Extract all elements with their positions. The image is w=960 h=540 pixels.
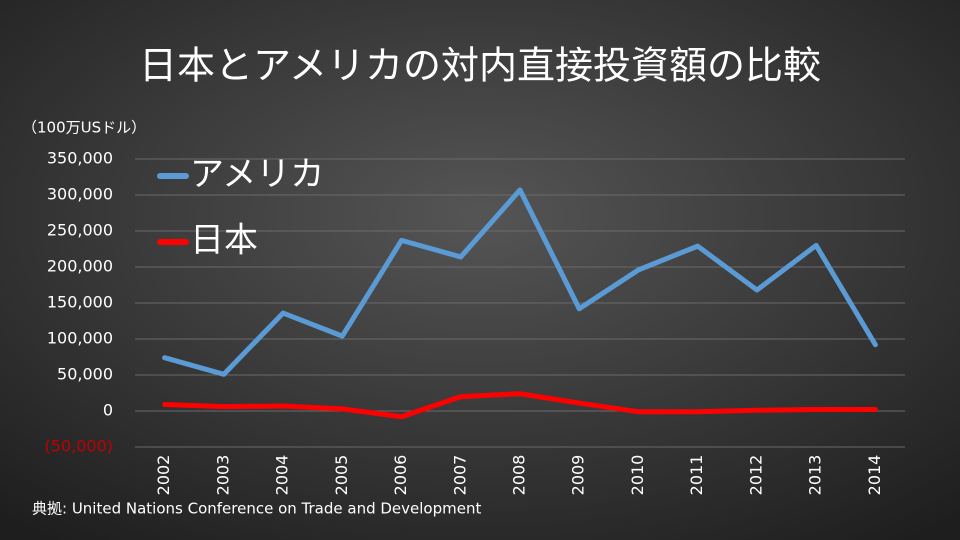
x-tick-label: 2010 (628, 455, 647, 496)
x-tick-label: 2014 (865, 455, 884, 496)
x-tick-label: 2006 (391, 455, 410, 496)
series-line (162, 391, 878, 420)
y-tick-label: 0 (103, 401, 113, 420)
y-tick-label: 250,000 (47, 221, 113, 240)
legend-label: アメリカ (190, 155, 324, 195)
x-tick-label: 2005 (332, 455, 351, 496)
y-tick-label: 50,000 (57, 365, 113, 384)
x-tick-label: 2011 (687, 455, 706, 496)
x-tick-label: 2009 (569, 455, 588, 496)
y-tick-label: 350,000 (47, 149, 113, 168)
source-note: 典拠: United Nations Conference on Trade a… (32, 500, 481, 518)
legend-label: 日本 (190, 221, 258, 261)
y-tick-label: (50,000) (45, 437, 113, 456)
x-tick-label: 2008 (510, 455, 529, 496)
x-tick-label: 2003 (213, 455, 232, 496)
series-line (162, 187, 878, 377)
x-tick-label: 2012 (746, 455, 765, 496)
y-axis-label: （100万USドル） (22, 119, 146, 137)
x-tick-label: 2007 (450, 455, 469, 496)
y-tick-label: 300,000 (47, 185, 113, 204)
y-tick-label: 150,000 (47, 293, 113, 312)
x-tick-label: 2002 (154, 455, 173, 496)
x-tick-label: 2004 (273, 455, 292, 496)
chart-title: 日本とアメリカの対内直接投資額の比較 (139, 44, 821, 88)
y-tick-label: 100,000 (47, 329, 113, 348)
x-tick-label: 2013 (806, 455, 825, 496)
y-tick-label: 200,000 (47, 257, 113, 276)
